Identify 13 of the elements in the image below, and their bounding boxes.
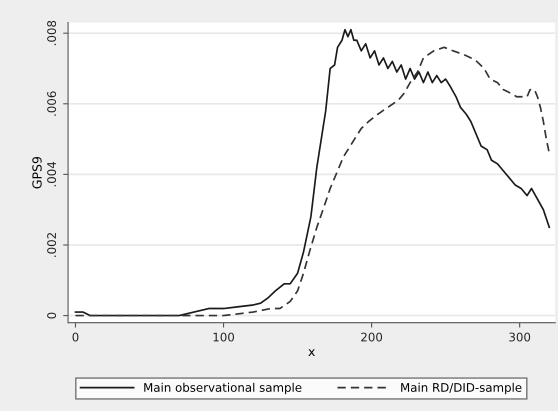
- y-tick-label: .004: [47, 162, 56, 186]
- x-axis-title: x: [308, 349, 315, 356]
- y-axis-title: GPS9: [32, 156, 42, 188]
- legend-label: Main RD/DID-sample: [401, 382, 522, 394]
- x-tick-label: 300: [509, 332, 530, 342]
- y-tick-label: .002: [47, 233, 56, 257]
- legend-label: Main observational sample: [144, 382, 302, 394]
- y-tick-label: .008: [47, 20, 56, 46]
- y-tick-label: 0: [47, 312, 56, 319]
- x-tick-label: 100: [214, 332, 234, 342]
- x-tick-label: 0: [72, 332, 78, 342]
- y-tick-label: .006: [47, 91, 56, 116]
- x-tick-label: 200: [361, 332, 382, 342]
